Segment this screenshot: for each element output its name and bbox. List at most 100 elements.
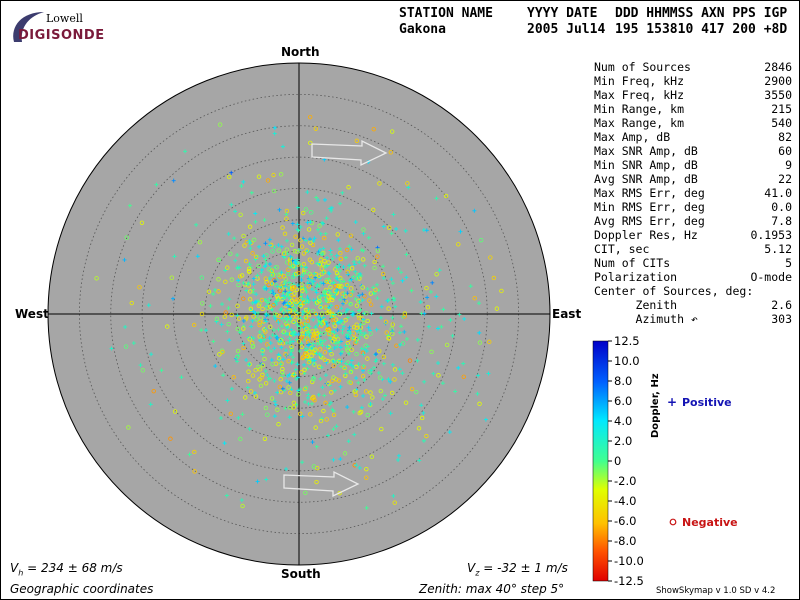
source-point-positive	[269, 349, 274, 354]
source-point-negative	[277, 313, 282, 319]
source-point-positive	[154, 182, 159, 187]
source-point-positive	[261, 334, 266, 339]
source-point-negative	[294, 299, 299, 305]
source-point-negative	[342, 365, 347, 370]
source-point-positive	[354, 463, 359, 468]
source-point-positive	[394, 227, 399, 232]
source-point-positive	[298, 224, 303, 229]
source-point-negative	[248, 289, 253, 294]
source-point-negative	[278, 389, 284, 395]
stat-row: Min Range, km 215	[594, 102, 792, 116]
source-point-negative	[365, 318, 370, 324]
source-point-positive	[352, 432, 357, 437]
source-point-positive	[241, 318, 246, 323]
source-point-positive	[251, 336, 256, 341]
source-point-negative	[303, 207, 309, 212]
source-point-positive	[280, 386, 285, 391]
negative-legend-marker	[669, 518, 677, 526]
source-point-negative	[330, 311, 335, 317]
source-point-negative	[392, 500, 397, 505]
source-point-positive	[303, 238, 308, 243]
source-point-positive	[351, 311, 356, 316]
source-point-negative	[389, 390, 395, 396]
source-point-positive	[291, 339, 296, 344]
source-point-positive	[321, 221, 326, 226]
stat-row: Max Freq, kHz 3550	[594, 88, 792, 102]
source-point-positive	[279, 345, 284, 350]
source-point-negative	[280, 372, 285, 378]
stat-value: 41.0	[764, 186, 792, 200]
source-point-positive	[342, 297, 347, 302]
source-point-positive	[447, 430, 452, 435]
source-point-positive	[341, 265, 346, 270]
source-point-positive	[253, 211, 258, 216]
source-point-negative	[192, 469, 197, 474]
source-point-positive	[322, 289, 327, 294]
source-point-positive	[351, 409, 356, 414]
source-point-positive	[267, 237, 272, 242]
source-point-positive	[317, 284, 322, 289]
source-point-positive	[320, 293, 325, 298]
stat-value: 2.6	[771, 298, 792, 312]
source-point-positive	[340, 330, 345, 335]
source-point-positive	[249, 324, 254, 329]
source-point-positive	[244, 358, 249, 363]
source-point-negative	[264, 253, 269, 258]
source-point-negative	[349, 265, 355, 271]
version-info: ShowSkymap v 1.0 SD v 4.2	[656, 586, 776, 596]
source-point-positive	[323, 319, 328, 324]
stat-label: Num of Sources	[594, 60, 691, 74]
source-point-positive	[374, 282, 379, 287]
source-point-negative	[326, 309, 332, 314]
source-point-negative	[314, 335, 320, 340]
source-point-positive	[179, 375, 184, 380]
source-point-negative	[358, 331, 363, 336]
source-point-positive	[146, 303, 151, 308]
header-value-time: 195 153810 417 200 +8D	[615, 22, 788, 37]
source-point-positive	[347, 362, 352, 367]
source-point-positive	[283, 289, 288, 294]
stat-value: 215	[771, 102, 792, 116]
stat-label: Avg RMS Err, deg	[594, 214, 705, 228]
colorbar-tick-label: 12.5	[614, 334, 640, 348]
source-point-positive	[236, 353, 241, 358]
source-point-negative	[402, 314, 407, 319]
source-point-negative	[365, 356, 370, 361]
source-point-negative	[217, 352, 222, 357]
source-point-positive	[365, 286, 370, 291]
source-point-negative	[371, 126, 377, 132]
source-point-negative	[291, 285, 297, 290]
source-point-negative	[242, 243, 247, 248]
stat-value: O-mode	[750, 270, 792, 284]
source-point-negative	[278, 285, 283, 290]
source-point-positive	[340, 301, 345, 306]
source-point-positive	[302, 399, 307, 404]
source-point-negative	[216, 277, 221, 282]
source-point-positive	[360, 298, 365, 303]
source-point-positive	[353, 269, 358, 274]
source-point-negative	[94, 276, 99, 281]
source-point-positive	[244, 288, 249, 293]
source-point-negative	[317, 262, 322, 267]
source-point-positive	[109, 346, 114, 351]
vertical-velocity: Vz = -32 ± 1 m/s	[467, 561, 568, 578]
source-point-positive	[327, 349, 332, 354]
source-point-positive	[148, 402, 153, 407]
source-point-negative	[293, 271, 299, 277]
source-point-negative	[310, 308, 316, 314]
source-point-negative	[332, 323, 337, 328]
stat-row: Avg SNR Amp, dB 22	[594, 172, 792, 186]
source-point-positive	[477, 330, 482, 335]
source-point-positive	[276, 339, 281, 344]
source-point-negative	[384, 330, 389, 335]
source-point-negative	[275, 407, 280, 412]
colorbar-tick-label: -12.5	[614, 574, 644, 588]
source-point-positive	[346, 336, 351, 341]
source-point-positive	[172, 254, 177, 259]
source-point-negative	[247, 224, 253, 229]
source-point-negative	[319, 340, 324, 345]
source-point-negative	[251, 237, 257, 243]
source-point-positive	[318, 317, 323, 322]
source-point-positive	[343, 255, 348, 260]
source-point-positive	[418, 300, 423, 305]
